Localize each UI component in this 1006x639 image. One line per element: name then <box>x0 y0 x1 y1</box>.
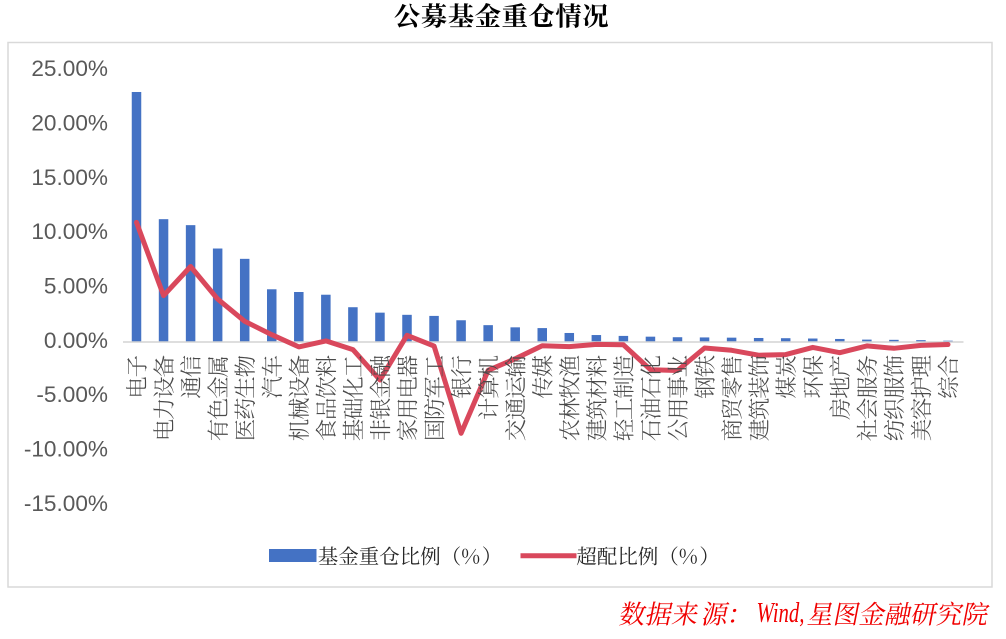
svg-text:0.00%: 0.00% <box>44 328 108 353</box>
svg-text:20.00%: 20.00% <box>31 111 108 136</box>
svg-text:25.00%: 25.00% <box>31 56 108 81</box>
svg-text:-15.00%: -15.00% <box>24 491 108 516</box>
svg-text:10.00%: 10.00% <box>31 219 108 244</box>
svg-text:-5.00%: -5.00% <box>36 382 108 407</box>
svg-text:5.00%: 5.00% <box>44 274 108 299</box>
svg-text:-10.00%: -10.00% <box>24 437 108 462</box>
svg-text:Wind,: Wind, <box>757 598 805 629</box>
svg-text:15.00%: 15.00% <box>31 165 108 190</box>
